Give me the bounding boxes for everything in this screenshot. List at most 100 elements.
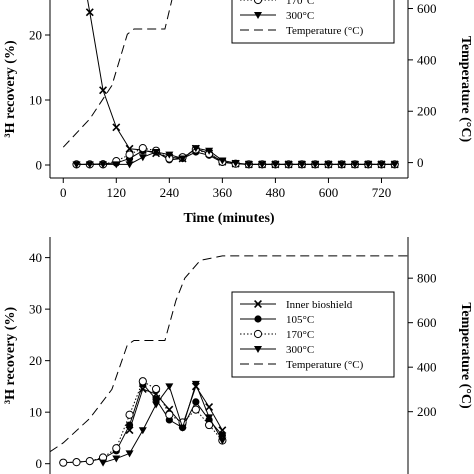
legend-105-c-marker (254, 315, 262, 323)
y-tick-label-10: 10 (29, 93, 42, 108)
series-300-c-point-7 (191, 380, 200, 388)
legend-300-c-marker (254, 12, 262, 19)
series-inner-bioshield-point-3-b (99, 86, 108, 95)
series-300-c-point-14 (258, 161, 267, 169)
chart-panel-2: 0 10 20 30 40 200 400 600 800 ³H recovery (%) Temp… (3, 237, 473, 474)
y2-tick-label-0: 0 (417, 155, 424, 170)
x-tick-label-480: 480 (266, 185, 286, 200)
y2-axis-label: Temperature (°C) (458, 302, 473, 409)
legend-170-c-label: 170°C (286, 329, 314, 341)
y-tick-label-0: 0 (36, 158, 43, 173)
y-tick-label-10: 10 (29, 405, 42, 420)
series-300-c (99, 380, 227, 467)
series-temperature-c- (50, 255, 408, 453)
series-300-c-point-9 (218, 437, 227, 445)
y-tick-label-0: 0 (36, 456, 43, 471)
series-300-c-point-1 (112, 455, 121, 463)
series-300-c-point-21 (350, 161, 359, 169)
series-300-c-point-8 (178, 155, 187, 163)
series-170-c-point-2 (85, 457, 94, 466)
series-300-c-point-5 (165, 383, 174, 391)
series-inner-bioshield-point-4-b (112, 123, 121, 132)
y-axis-label: ³H recovery (%) (3, 307, 18, 405)
series-170-c-point-4 (112, 444, 121, 453)
series-170-c-point-4 (125, 150, 134, 159)
series-170-c-point-5 (138, 144, 147, 153)
series-105-c-point-5 (125, 421, 134, 429)
series-170-c (59, 377, 227, 467)
legend-170-c-label: 170°C (286, 0, 314, 7)
series-inner-bioshield-point-2-b (85, 8, 94, 17)
series-inner-bioshield-line (129, 385, 223, 431)
y-tick-label-20: 20 (29, 28, 42, 43)
series-300-c-point-13 (244, 161, 253, 169)
series-300-c-point-2 (125, 450, 134, 458)
legend-box (231, 0, 395, 44)
series-temperature-c--line (62, 0, 173, 148)
legend-105-c-label: 105°C (286, 314, 314, 326)
series-170-c-point-6 (138, 377, 147, 386)
series-170-c-point-1 (72, 458, 81, 467)
y2-tick-label-600: 600 (417, 315, 437, 330)
series-300-c-point-7 (165, 151, 174, 159)
series-300-c-point-2 (99, 161, 108, 169)
series-300-c-point-10 (205, 147, 214, 155)
series-170-c-point-8 (165, 410, 174, 419)
y-axis-label: ³H recovery (%) (3, 40, 18, 138)
x-tick-label-600: 600 (319, 185, 339, 200)
y2-tick-label-600: 600 (417, 1, 437, 16)
legend-inner-bioshield-marker-b (254, 300, 262, 308)
series-300-c-point-4 (152, 401, 161, 409)
legend-300-c-label: 300°C (286, 10, 314, 22)
series-inner-bioshield-point-6-b (205, 403, 214, 411)
series-300-c-point-22 (364, 161, 373, 169)
series-170-c-point-5 (125, 410, 134, 419)
series-300-c-line (102, 382, 223, 464)
legend-inner-bioshield-label: Inner bioshield (286, 299, 353, 311)
legend-1: 170°C 300°C Temperature (°C) (231, 0, 395, 44)
x-tick-label-0: 0 (60, 185, 67, 200)
x-tick-label-720: 720 (372, 185, 392, 200)
series-300-c-point-16 (284, 161, 293, 169)
y2-tick-label-200: 200 (417, 104, 437, 119)
series-300-c-point-24 (390, 161, 399, 169)
x-tick-label-240: 240 (160, 185, 180, 200)
y-tick-label-40: 40 (29, 250, 42, 265)
series-170-c-point-10 (191, 405, 200, 414)
legend-temperature-c--label: Temperature (°C) (286, 25, 364, 37)
series-300-c-point-18 (311, 161, 320, 169)
series-300-c-point-6 (178, 424, 187, 432)
series-temperature-c- (62, 0, 173, 148)
series-temperature-c--line (50, 255, 408, 453)
series-105-c-point-10 (192, 398, 200, 406)
series-300-c-point-11 (218, 157, 227, 165)
series-300-c-point-15 (271, 161, 280, 169)
y2-axis-label: Temperature (°C) (458, 36, 473, 143)
y2-tick-label-400: 400 (417, 52, 437, 67)
legend-2: Inner bioshield 105°C 170°C 300°C Temperatur… (231, 291, 395, 378)
x-axis-label: Time (minutes) (183, 211, 274, 226)
plot-area (62, 0, 399, 169)
series-300-c-point-0 (99, 459, 108, 467)
series-300-c-point-0 (72, 161, 81, 169)
series-300-c-point-5 (138, 154, 147, 162)
series-105-c-point-7 (152, 395, 160, 403)
series-300-c-point-9 (191, 145, 200, 153)
legend-300-c-marker (254, 346, 262, 353)
legend-temperature-c--label: Temperature (°C) (286, 359, 364, 371)
series-170-c-point-0 (59, 458, 68, 467)
series-300-c-point-1 (85, 161, 94, 169)
x-tick-label-360: 360 (213, 185, 233, 200)
series-170-c-line (63, 380, 223, 464)
series-300-c-point-3 (138, 427, 147, 435)
series-300-c-point-4 (125, 161, 134, 169)
y-tick-label-30: 30 (29, 302, 42, 317)
series-300-c-point-20 (337, 161, 346, 169)
x-tick-label-120: 120 (107, 185, 127, 200)
y2-tick-label-400: 400 (417, 360, 437, 375)
y2-tick-label-200: 200 (417, 404, 437, 419)
series-300-c (72, 145, 399, 169)
series-300-c-point-17 (297, 161, 306, 169)
